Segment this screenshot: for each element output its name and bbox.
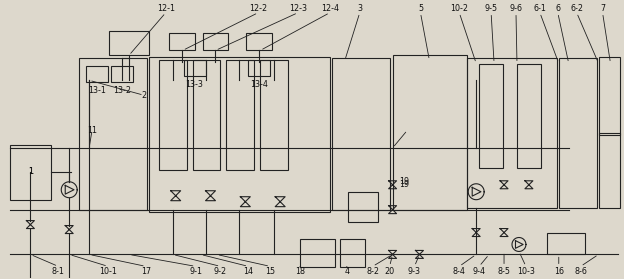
Text: 13-3: 13-3 [186,80,203,89]
Text: 9-4: 9-4 [472,267,485,276]
Text: 8-4: 8-4 [453,267,466,276]
Bar [392,56,467,210]
Bar [203,33,228,50]
Text: 9-5: 9-5 [485,4,498,13]
Text: 12-1: 12-1 [157,4,175,13]
Text: 6-1: 6-1 [534,4,546,13]
Bar [193,60,220,170]
Text: 11: 11 [87,126,97,134]
Text: 10-3: 10-3 [517,267,535,276]
Bar [467,58,557,208]
Text: 8-5: 8-5 [497,267,510,276]
Bar [547,232,585,254]
Text: 19: 19 [399,180,409,189]
Text: 1: 1 [28,167,33,176]
Bar [332,58,389,210]
Text: 9-2: 9-2 [214,267,227,276]
Text: 8-2: 8-2 [366,267,379,276]
Text: 4: 4 [344,267,349,276]
Text: 2: 2 [141,91,147,100]
Text: 12-2: 12-2 [249,4,267,13]
Text: 7: 7 [600,4,605,13]
Bar [300,239,335,267]
Bar [598,57,620,135]
Text: 16: 16 [553,267,563,276]
Text: 14: 14 [243,267,253,276]
Bar [149,57,330,212]
Text: 8-6: 8-6 [574,267,587,276]
Bar [158,60,187,170]
Bar [109,30,149,56]
Bar [227,60,255,170]
Text: 18: 18 [295,267,305,276]
Text: 13-1: 13-1 [88,86,106,95]
Bar [183,60,205,76]
Text: 12-3: 12-3 [289,4,307,13]
Text: 6-2: 6-2 [570,4,583,13]
Text: 5: 5 [418,4,423,13]
Text: 9-1: 9-1 [189,267,202,276]
Text: 10-1: 10-1 [99,267,117,276]
Text: 9-6: 9-6 [509,4,522,13]
Text: 10-2: 10-2 [451,4,468,13]
Bar [598,133,620,208]
Bar [86,66,108,82]
Text: 15: 15 [265,267,275,276]
Text: 19: 19 [399,177,409,186]
Text: 12-4: 12-4 [321,4,339,13]
Bar [248,60,270,76]
Text: 8-1: 8-1 [52,267,65,276]
Text: 6: 6 [555,4,560,13]
Bar [9,145,51,200]
Text: 13-2: 13-2 [113,86,131,95]
Bar [558,58,597,208]
Bar [479,64,503,168]
Text: 20: 20 [384,267,394,276]
Bar [260,60,288,170]
Text: 3: 3 [358,4,363,13]
Bar [246,33,272,50]
Bar [111,66,133,82]
Bar [517,64,541,168]
Text: 13-4: 13-4 [250,80,268,89]
Bar [340,239,365,267]
Bar [168,33,195,50]
Text: 9-3: 9-3 [408,267,421,276]
Text: 17: 17 [141,267,151,276]
Text: 1: 1 [28,167,33,176]
Bar [79,58,147,210]
Bar [348,192,378,222]
